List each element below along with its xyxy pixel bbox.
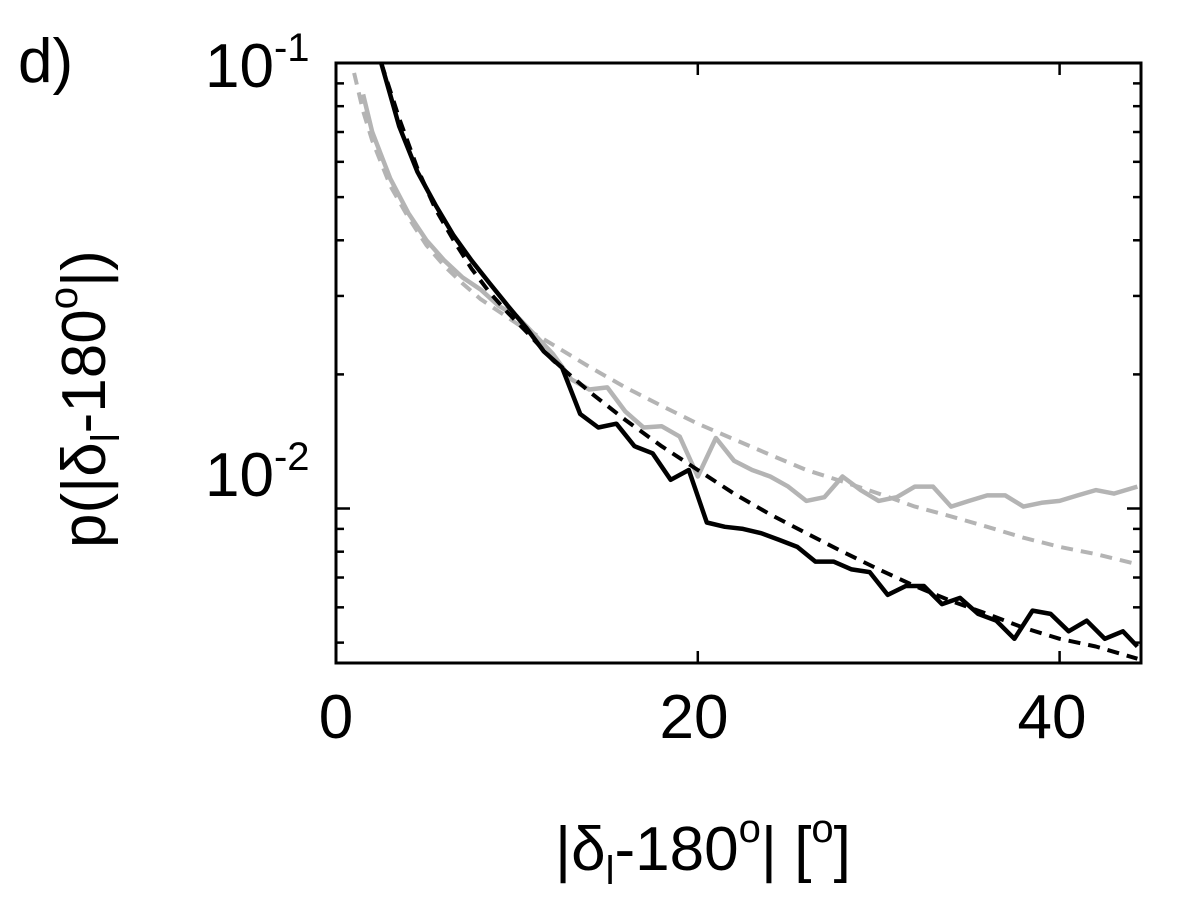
x-tick-label-1: 20	[660, 683, 729, 752]
x-tick-label-2: 40	[1018, 683, 1087, 752]
panel-label: d)	[18, 27, 73, 96]
series-layer	[352, 63, 1140, 661]
y-tick-label-0: 10-1	[205, 26, 310, 101]
tick-layer	[334, 61, 1141, 663]
plot-frame	[334, 61, 1143, 665]
svg-text:10-1: 10-1	[205, 26, 310, 101]
series-line-3	[352, 72, 1138, 567]
series-line-2	[360, 93, 1139, 509]
series-line-0	[379, 63, 1140, 649]
svg-text:10-2: 10-2	[205, 435, 310, 510]
x-tick-label-0: 0	[319, 683, 353, 752]
y-axis-title: p(|δl-180o|)	[42, 250, 128, 548]
y-tick-label-1: 10-2	[205, 435, 310, 510]
x-axis-title: |δl-180o| [o]	[555, 807, 851, 893]
series-line-1	[379, 63, 1138, 661]
svg-text:p(|δl-180o|): p(|δl-180o|)	[42, 250, 128, 548]
